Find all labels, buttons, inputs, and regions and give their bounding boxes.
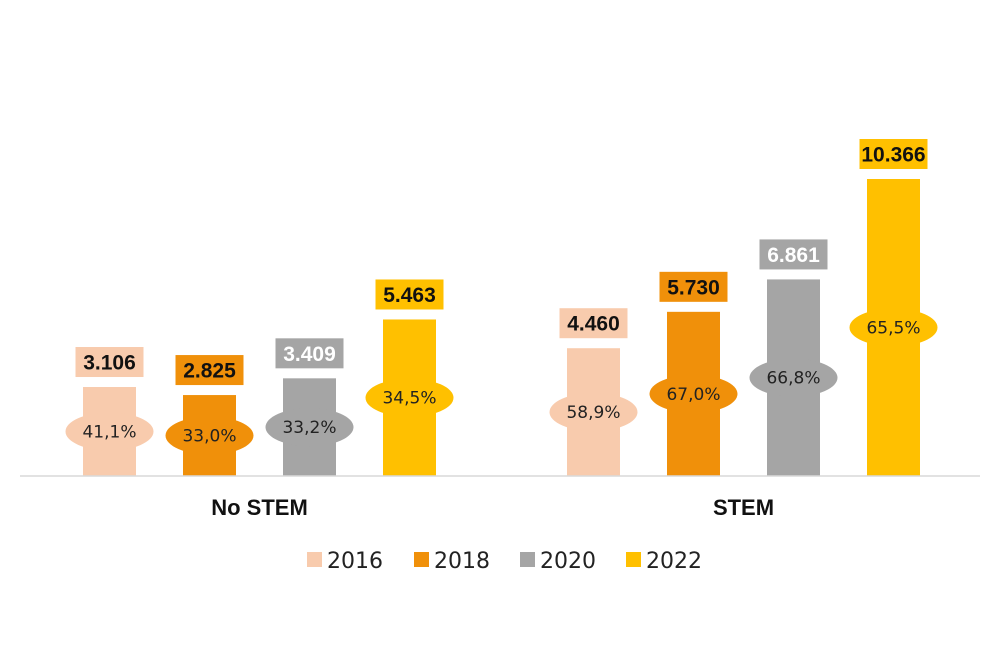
value-label: 6.861 — [767, 244, 820, 267]
percent-label: 33,0% — [182, 427, 236, 447]
category-label: STEM — [713, 495, 774, 520]
value-labels-layer: 3.106 2.825 3.409 5.463 4.460 5.730 6.861 10.36… — [75, 139, 928, 386]
value-label-box — [659, 271, 728, 302]
value-label-box — [859, 139, 928, 169]
legend-label: 2022 — [646, 549, 702, 574]
percent-label-bubble — [549, 393, 638, 432]
percent-label-bubble — [365, 378, 454, 417]
category-label: No STEM — [211, 495, 308, 520]
percent-label-bubble — [749, 358, 838, 397]
legend-swatch — [520, 552, 535, 567]
percent-labels-layer: 41,1% 33,0% 33,2% 34,5% 58,9% 67,0% 66,8% 65,5% — [65, 308, 938, 455]
legend-swatch — [307, 552, 322, 567]
legend-label: 2020 — [540, 549, 596, 574]
value-label: 10.366 — [861, 144, 925, 167]
value-label-box — [559, 308, 628, 339]
legend: 2016 2018 2020 2022 — [307, 549, 702, 574]
value-label: 5.463 — [383, 284, 436, 307]
value-label: 2.825 — [183, 360, 236, 383]
value-label-box — [275, 338, 344, 369]
legend-swatch — [626, 552, 641, 567]
value-label-box — [375, 279, 444, 310]
value-label-box — [759, 239, 828, 270]
percent-label: 65,5% — [866, 319, 920, 339]
percent-label-bubble — [849, 308, 938, 347]
value-label: 5.730 — [667, 276, 720, 299]
percent-label: 58,9% — [566, 403, 620, 423]
percent-label: 41,1% — [82, 423, 136, 443]
legend-label: 2018 — [434, 549, 490, 574]
legend-swatch — [414, 552, 429, 567]
percent-label-bubble — [165, 416, 254, 455]
value-label-box — [175, 355, 244, 386]
percent-label: 67,0% — [666, 385, 720, 405]
value-label: 3.106 — [83, 352, 136, 375]
legend-label: 2016 — [327, 549, 383, 574]
percent-label: 33,2% — [282, 418, 336, 438]
percent-label: 34,5% — [382, 389, 436, 409]
percent-label: 66,8% — [766, 369, 820, 389]
category-labels-layer: No STEM STEM — [211, 495, 774, 520]
percent-label-bubble — [649, 374, 738, 413]
value-label: 4.460 — [567, 313, 620, 336]
value-label: 3.409 — [283, 343, 336, 366]
percent-label-bubble — [65, 412, 154, 451]
value-label-box — [75, 347, 144, 378]
percent-label-bubble — [265, 408, 354, 447]
